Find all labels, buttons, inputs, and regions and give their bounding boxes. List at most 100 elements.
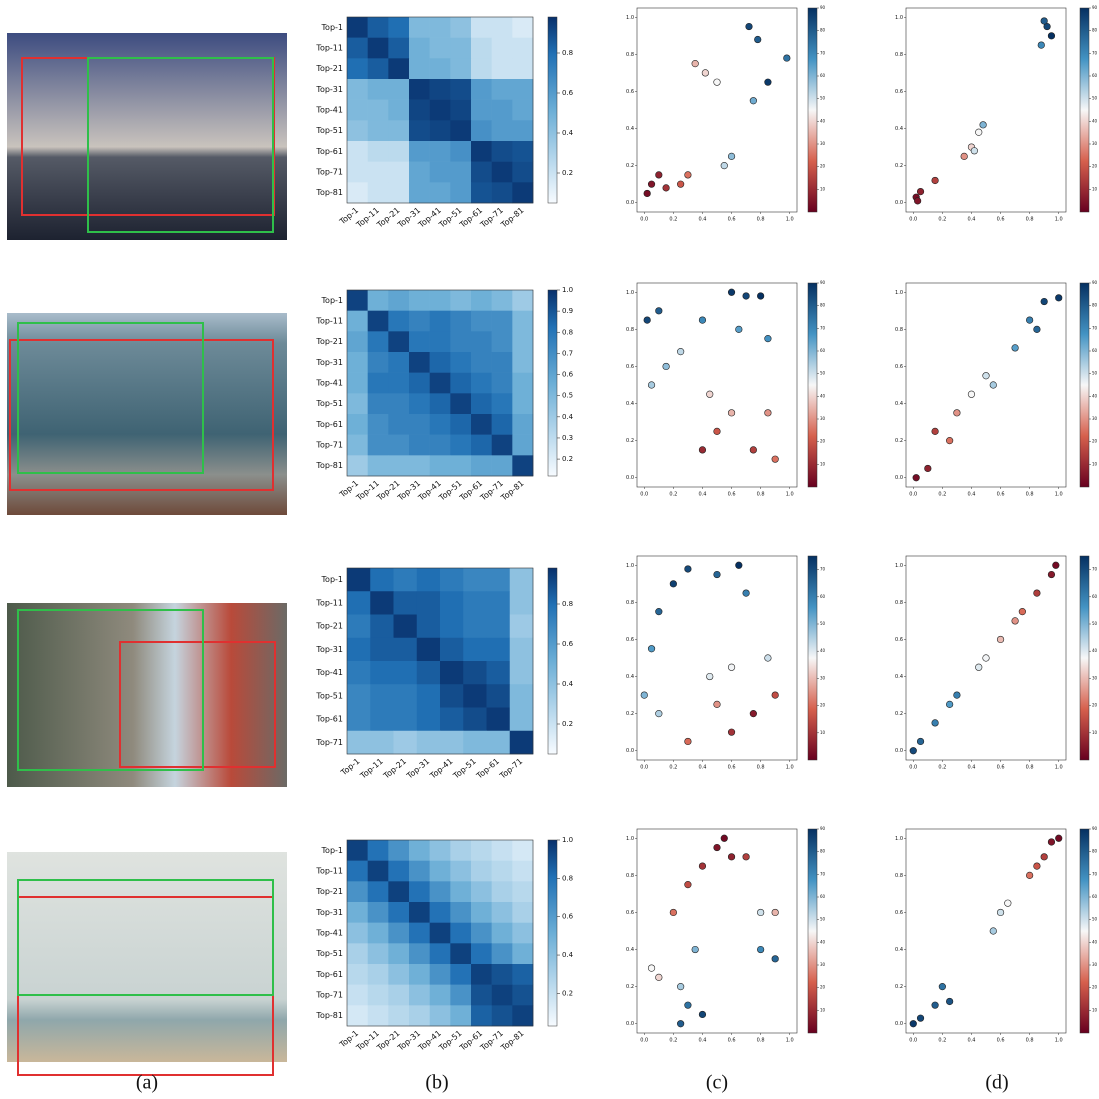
- y-tick-label: 1.0: [626, 15, 634, 21]
- heat-y-label: Top-1: [321, 23, 343, 32]
- y-tick-label: 1.0: [895, 563, 903, 569]
- heat-cell: [347, 881, 368, 902]
- colorbar-label: 40: [820, 118, 826, 123]
- heat-cell: [388, 1005, 409, 1026]
- heat-cell: [440, 731, 464, 755]
- point: [656, 172, 663, 179]
- heat-cell: [368, 435, 389, 456]
- heat-cell: [347, 100, 368, 121]
- x-tick-label: 0.2: [669, 217, 677, 223]
- heat-cell: [370, 638, 394, 662]
- colorbar-label: 10: [1092, 730, 1098, 735]
- heat-cell: [409, 79, 430, 100]
- point: [656, 974, 663, 981]
- colorbar-label: 20: [1092, 164, 1098, 169]
- heat-cell: [368, 1005, 389, 1026]
- heat-cell: [368, 120, 389, 141]
- point: [765, 655, 772, 662]
- heat-cell: [471, 943, 492, 964]
- heat-cell: [388, 840, 409, 861]
- heat-cell: [450, 141, 471, 162]
- x-tick-label: 0.0: [640, 765, 648, 771]
- heat-cell: [512, 311, 533, 332]
- point: [750, 447, 757, 454]
- heat-cell: [368, 881, 389, 902]
- colorbar-label: 90: [1092, 5, 1098, 10]
- heat-cell: [409, 162, 430, 183]
- heat-cell: [347, 331, 368, 352]
- heat-cell: [417, 731, 441, 755]
- x-tick-label: 0.2: [669, 492, 677, 498]
- x-tick-label: 0.8: [757, 1038, 765, 1044]
- x-tick-label: 0.8: [1026, 1038, 1034, 1044]
- heat-cell: [510, 708, 534, 732]
- heat-cell: [471, 923, 492, 944]
- colorbar-label: 50: [1092, 96, 1098, 101]
- heat-cell: [471, 100, 492, 121]
- colorbar-label: 80: [820, 303, 826, 308]
- heat-x-label: Top-41: [416, 1029, 443, 1054]
- heat-cell: [388, 943, 409, 964]
- colorbar-label: 0.2: [562, 989, 573, 997]
- heat-cell: [471, 141, 492, 162]
- heat-x-label: Top-41: [416, 206, 443, 231]
- heat-cell: [512, 182, 533, 203]
- colorbar: [1080, 283, 1089, 487]
- heat-cell: [450, 840, 471, 861]
- colorbar-label: 10: [820, 730, 826, 735]
- heat-cell: [347, 661, 371, 685]
- point: [932, 1002, 939, 1009]
- point: [721, 162, 728, 169]
- y-tick-label: 1.0: [895, 836, 903, 842]
- heat-cell: [510, 731, 534, 755]
- colorbar-label: 0.4: [562, 951, 574, 959]
- heat-cell: [450, 414, 471, 435]
- x-tick-label: 0.6: [728, 492, 736, 498]
- x-tick-label: 0.4: [698, 217, 706, 223]
- heat-cell: [388, 923, 409, 944]
- colorbar-label: 40: [820, 648, 826, 653]
- heat-cell: [492, 290, 513, 311]
- x-tick-label: 1.0: [786, 765, 794, 771]
- colorbar: [808, 829, 817, 1033]
- point: [728, 729, 735, 736]
- x-tick-label: 1.0: [786, 1038, 794, 1044]
- heat-cell: [347, 290, 368, 311]
- heat-x-label: Top-81: [499, 206, 526, 231]
- heat-cell: [368, 182, 389, 203]
- point: [910, 1020, 917, 1027]
- heat-cell: [430, 100, 451, 121]
- y-tick-label: 1.0: [626, 290, 634, 296]
- heat-y-label: Top-21: [315, 64, 343, 73]
- point: [1053, 562, 1060, 569]
- heat-cell: [510, 568, 534, 592]
- x-tick-label: 0.4: [698, 765, 706, 771]
- colorbar-label: 0.8: [562, 49, 573, 57]
- heat-x-label: Top-21: [375, 479, 402, 504]
- heat-cell: [471, 393, 492, 414]
- heat-cell: [417, 568, 441, 592]
- point: [714, 571, 721, 578]
- colorbar: [548, 840, 557, 1026]
- point: [946, 701, 953, 708]
- y-tick-label: 0.8: [626, 873, 634, 879]
- heat-cell: [512, 38, 533, 59]
- heat-y-label: Top-1: [321, 296, 343, 305]
- point: [728, 664, 735, 671]
- colorbar-label: 70: [1092, 567, 1098, 572]
- heat-cell: [471, 182, 492, 203]
- point: [685, 738, 692, 745]
- heat-cell: [347, 964, 368, 985]
- point: [925, 465, 932, 472]
- point: [728, 289, 735, 296]
- point: [757, 946, 764, 953]
- heat-cell: [409, 923, 430, 944]
- heat-cell: [510, 684, 534, 708]
- y-tick-label: 0.0: [895, 200, 903, 206]
- heat-y-label: Top-1: [321, 575, 343, 584]
- heat-cell: [463, 591, 487, 615]
- x-tick-label: 0.6: [997, 1038, 1005, 1044]
- colorbar-label: 10: [820, 1007, 826, 1012]
- heat-cell: [492, 141, 513, 162]
- heat-cell: [430, 840, 451, 861]
